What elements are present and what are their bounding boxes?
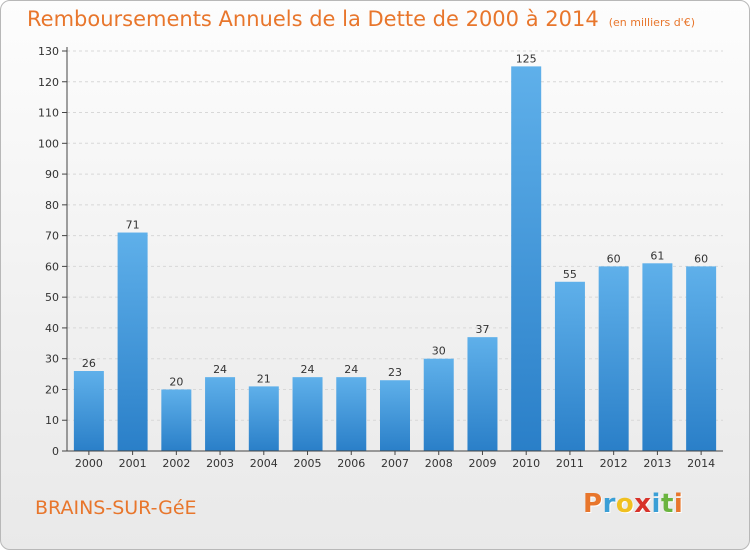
x-tick-label: 2013 [643,457,671,470]
x-tick-label: 2004 [250,457,278,470]
logo-letter: r [602,489,616,519]
bar [598,266,629,451]
chart-unit: (en milliers d'€) [608,16,695,29]
x-tick-label: 2000 [75,457,103,470]
bar [73,371,104,451]
y-tick-label: 50 [45,291,59,304]
bar [205,377,236,451]
bar-value-label: 125 [516,52,537,65]
bar-value-label: 20 [169,375,183,388]
bar [292,377,323,451]
x-tick-label: 2002 [162,457,190,470]
bar-value-label: 55 [563,268,577,281]
bar-value-label: 21 [257,372,271,385]
logo-letter: x [634,489,652,519]
x-tick-label: 2006 [337,457,365,470]
x-tick-label: 2014 [687,457,715,470]
bar [511,66,542,451]
x-tick-label: 2012 [600,457,628,470]
logo-letter: t [660,489,674,519]
bar-value-label: 24 [213,363,227,376]
y-tick-label: 70 [45,230,59,243]
logo-letter: P [583,489,603,519]
y-tick-label: 10 [45,414,59,427]
bar [248,386,279,451]
x-tick-label: 2003 [206,457,234,470]
y-tick-label: 90 [45,168,59,181]
bar [380,380,410,451]
bar-value-label: 24 [301,363,315,376]
x-tick-label: 2005 [294,457,322,470]
bar-value-label: 60 [607,252,621,265]
y-tick-label: 120 [38,76,59,89]
y-tick-label: 60 [45,260,59,273]
bar [467,337,498,451]
logo-letter: i [651,489,661,519]
y-tick-label: 20 [45,383,59,396]
proxiti-logo: Proxiti [583,489,683,519]
bar [336,377,367,451]
city-name: BRAINS-SUR-GéE [35,497,197,519]
logo-letter: o [615,489,635,519]
bar-value-label: 23 [388,366,402,379]
y-tick-label: 130 [38,45,59,58]
y-tick-label: 100 [38,137,59,150]
bar-value-label: 24 [344,363,358,376]
y-tick-label: 80 [45,199,59,212]
bar-value-label: 26 [82,357,96,370]
x-tick-label: 2001 [119,457,147,470]
bar-value-label: 71 [126,219,140,232]
x-tick-label: 2007 [381,457,409,470]
bar [642,263,673,451]
bar-value-label: 37 [475,323,489,336]
bar-value-label: 61 [650,249,664,262]
y-tick-label: 40 [45,322,59,335]
chart-title: Remboursements Annuels de la Dette de 20… [27,7,695,31]
bar-value-label: 60 [694,252,708,265]
y-tick-label: 0 [52,445,59,458]
y-tick-label: 110 [38,107,59,120]
bar [686,266,717,451]
y-tick-label: 30 [45,353,59,366]
logo-letter: i [673,489,684,519]
x-tick-label: 2011 [556,457,584,470]
chart-title-text: Remboursements Annuels de la Dette de 20… [27,7,599,31]
bar [554,281,585,451]
x-tick-label: 2009 [468,457,496,470]
bar [423,358,454,451]
x-tick-label: 2010 [512,457,540,470]
x-tick-label: 2008 [425,457,453,470]
bar [161,389,192,451]
bar [117,232,148,451]
bar-value-label: 30 [432,345,446,358]
